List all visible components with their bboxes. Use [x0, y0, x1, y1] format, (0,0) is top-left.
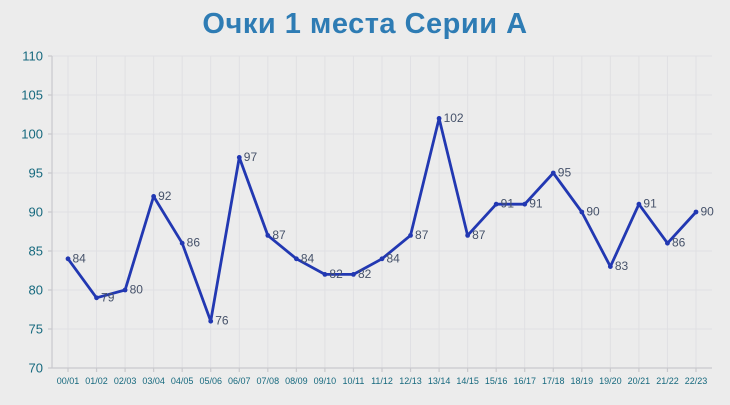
x-tick-label: 15/16	[485, 376, 508, 386]
data-point-label: 87	[472, 228, 486, 242]
x-tick-label: 03/04	[142, 376, 165, 386]
data-point-label: 87	[272, 228, 286, 242]
x-tick-label: 21/22	[656, 376, 679, 386]
data-point	[236, 155, 242, 160]
data-point	[550, 170, 556, 176]
data-point	[351, 272, 356, 277]
data-point-label: 92	[158, 189, 172, 203]
data-point	[493, 201, 499, 207]
data-point	[379, 256, 385, 262]
y-tick-label: 80	[29, 283, 43, 298]
data-point-label: 91	[529, 197, 543, 211]
y-tick-label: 95	[29, 166, 43, 181]
data-point-label: 86	[187, 236, 201, 250]
data-point	[408, 233, 413, 238]
data-point-label: 84	[387, 251, 401, 265]
x-tick-label: 05/06	[199, 376, 222, 386]
x-tick-label: 08/09	[285, 376, 308, 386]
data-point-label: 80	[130, 283, 144, 297]
data-point	[607, 264, 613, 269]
y-tick-label: 75	[29, 322, 43, 337]
x-tick-label: 13/14	[428, 376, 451, 386]
x-tick-label: 22/23	[685, 376, 708, 386]
data-point-label: 95	[558, 166, 572, 180]
data-point	[94, 295, 99, 301]
y-tick-label: 85	[29, 244, 43, 259]
y-tick-label: 90	[29, 205, 43, 220]
data-point	[579, 209, 585, 215]
x-tick-label: 04/05	[171, 376, 194, 386]
data-point-label: 82	[358, 267, 372, 281]
data-point-label: 83	[615, 259, 629, 273]
data-point	[665, 240, 670, 246]
data-point-label: 97	[244, 150, 258, 164]
x-tick-label: 02/03	[114, 376, 137, 386]
y-tick-label: 105	[21, 88, 43, 103]
x-tick-label: 14/15	[456, 376, 479, 386]
x-tick-label: 06/07	[228, 376, 251, 386]
data-point	[151, 194, 157, 199]
data-point-label: 90	[586, 205, 600, 219]
data-point	[265, 233, 271, 238]
data-point	[522, 201, 528, 207]
data-point-label: 82	[329, 267, 343, 281]
x-tick-label: 17/18	[542, 376, 565, 386]
data-point-label: 91	[643, 197, 657, 211]
x-tick-label: 12/13	[399, 376, 422, 386]
x-tick-label: 10/11	[343, 376, 365, 386]
data-point-label: 102	[444, 111, 464, 125]
x-tick-label: 11/12	[371, 376, 393, 386]
data-point	[693, 209, 699, 215]
data-point	[122, 287, 128, 293]
x-tick-label: 00/01	[57, 376, 80, 386]
axis-layer: 70 75 80 85 90 95 100 105 110 00/01 01/02 02/03 03/0…	[21, 49, 712, 386]
data-point	[465, 233, 471, 238]
chart-title: Очки 1 места Серии А	[202, 8, 528, 40]
data-point	[636, 201, 642, 207]
x-tick-label: 19/20	[599, 376, 622, 386]
x-tick-label: 16/17	[513, 376, 536, 386]
grid-layer	[52, 55, 712, 369]
y-tick-label: 70	[29, 361, 43, 376]
data-point	[322, 272, 328, 277]
data-point-label: 79	[101, 290, 115, 304]
data-point	[293, 256, 299, 262]
data-point-label: 84	[73, 251, 87, 265]
data-point	[436, 116, 442, 121]
x-tick-label: 09/10	[314, 376, 337, 386]
y-tick-label: 110	[22, 49, 43, 64]
data-point-label: 87	[415, 228, 429, 242]
y-tick-label: 100	[21, 127, 43, 142]
data-point-label: 86	[672, 236, 686, 250]
x-tick-label: 20/21	[628, 376, 651, 386]
data-point	[179, 240, 185, 246]
data-point-label: 91	[501, 197, 515, 211]
data-point	[65, 256, 71, 262]
data-point-label: 90	[701, 205, 715, 219]
label-layer: 84 79 80 92 86 76 97 87 84 82 82 84 87 102 87 91 91 95 90 8…	[73, 111, 715, 328]
x-tick-label: 07/08	[257, 376, 280, 386]
data-point	[208, 318, 214, 324]
x-tick-label: 01/02	[85, 376, 108, 386]
series-layer	[65, 116, 699, 324]
x-tick-label: 18/19	[571, 376, 594, 386]
data-point-label: 84	[301, 251, 315, 265]
data-point-label: 76	[215, 314, 229, 328]
